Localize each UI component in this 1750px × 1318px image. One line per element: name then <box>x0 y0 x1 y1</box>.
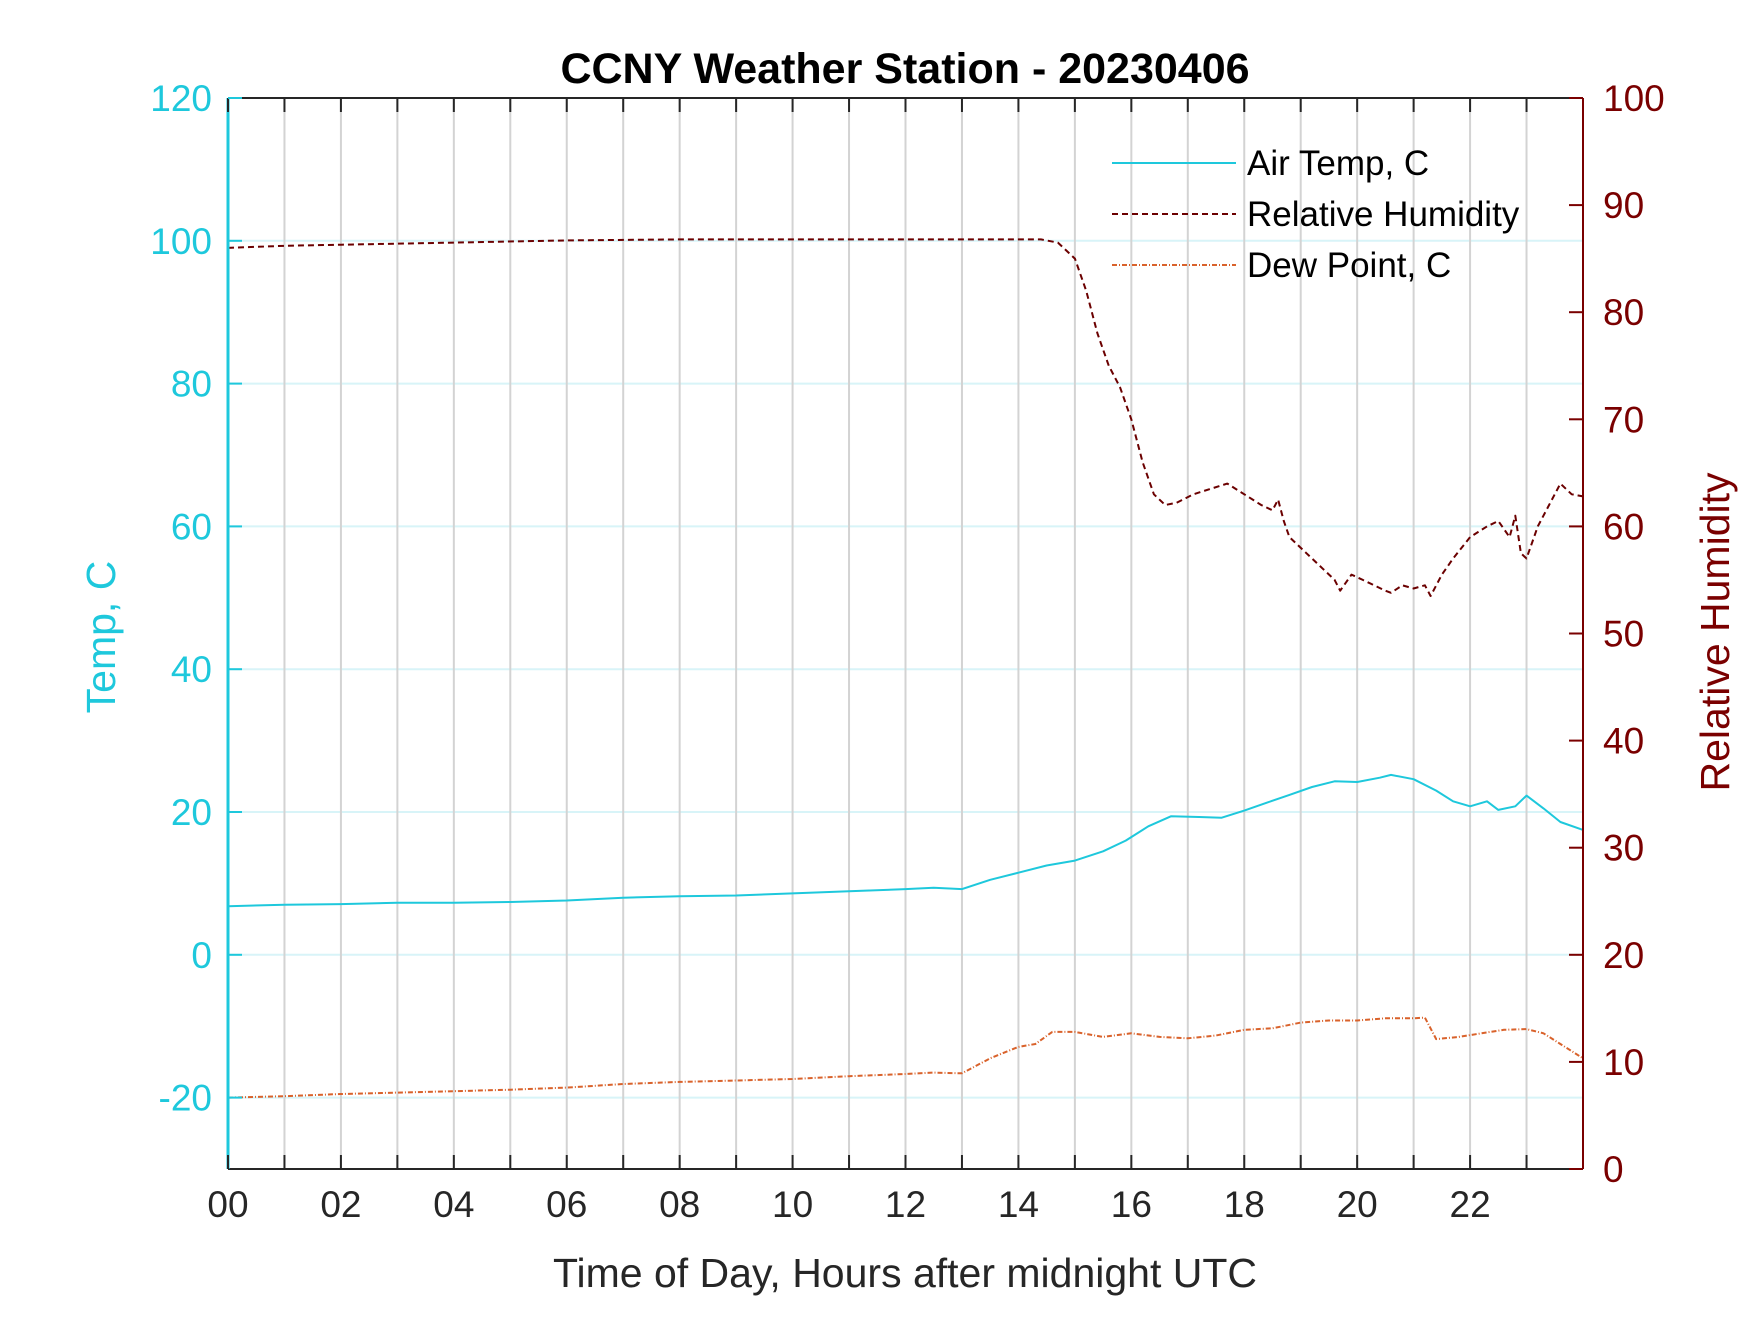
y-left-tick-label: 60 <box>171 506 212 547</box>
y-right-tick-label: 30 <box>1603 828 1644 869</box>
grid-layer <box>228 97 1583 1169</box>
x-tick-label: 04 <box>433 1184 474 1225</box>
x-tick-label: 00 <box>207 1184 248 1225</box>
y-left-tick-label: 40 <box>171 649 212 690</box>
x-tick-label: 06 <box>546 1184 587 1225</box>
y-right-tick-label: 0 <box>1603 1149 1624 1190</box>
x-tick-label: 12 <box>885 1184 926 1225</box>
y-right-tick-label: 20 <box>1603 935 1644 976</box>
x-tick-label: 08 <box>659 1184 700 1225</box>
relative-humidity-line <box>227 238 1584 597</box>
y-right-tick-label: 100 <box>1603 78 1665 119</box>
y-left-tick-label: 20 <box>171 792 212 833</box>
y-axis-left-label: Temp, C <box>78 561 124 714</box>
legend-label: Relative Humidity <box>1247 195 1520 234</box>
x-tick-label: 20 <box>1337 1184 1378 1225</box>
dew-point-c-line <box>227 1016 1584 1099</box>
legend-label: Air Temp, C <box>1247 144 1429 183</box>
y-right-tick-label: 90 <box>1603 185 1644 226</box>
y-left-tick-label: 0 <box>191 935 212 976</box>
x-axis-label: Time of Day, Hours after midnight UTC <box>553 1250 1257 1296</box>
x-tick-label: 02 <box>320 1184 361 1225</box>
legend-label: Dew Point, C <box>1247 246 1451 285</box>
axes-layer: 00 02 04 06 08 10 12 14 16 18 20 22-200204060801001… <box>150 78 1664 1225</box>
series-layer <box>227 238 1584 1099</box>
x-tick-label: 14 <box>998 1184 1039 1225</box>
y-left-tick-label: 80 <box>171 364 212 405</box>
y-right-tick-label: 80 <box>1603 292 1644 333</box>
y-left-tick-label: 120 <box>150 78 212 119</box>
x-tick-label: 16 <box>1111 1184 1152 1225</box>
y-left-tick-label: -20 <box>159 1078 212 1119</box>
y-right-tick-label: 50 <box>1603 614 1644 655</box>
y-right-tick-label: 40 <box>1603 721 1644 762</box>
y-left-tick-label: 100 <box>150 221 212 262</box>
x-tick-label: 18 <box>1224 1184 1265 1225</box>
y-axis-right-label: Relative Humidity <box>1692 472 1738 791</box>
y-right-tick-label: 10 <box>1603 1042 1644 1083</box>
air-temp-c-line <box>227 773 1584 908</box>
chart-title: CCNY Weather Station - 20230406 <box>560 45 1249 93</box>
x-tick-label: 22 <box>1450 1184 1491 1225</box>
y-right-tick-label: 70 <box>1603 399 1644 440</box>
y-right-tick-label: 60 <box>1603 506 1644 547</box>
x-tick-label: 10 <box>772 1184 813 1225</box>
legend: Air Temp, C Relative Humidity Dew Point, C <box>1112 144 1520 285</box>
